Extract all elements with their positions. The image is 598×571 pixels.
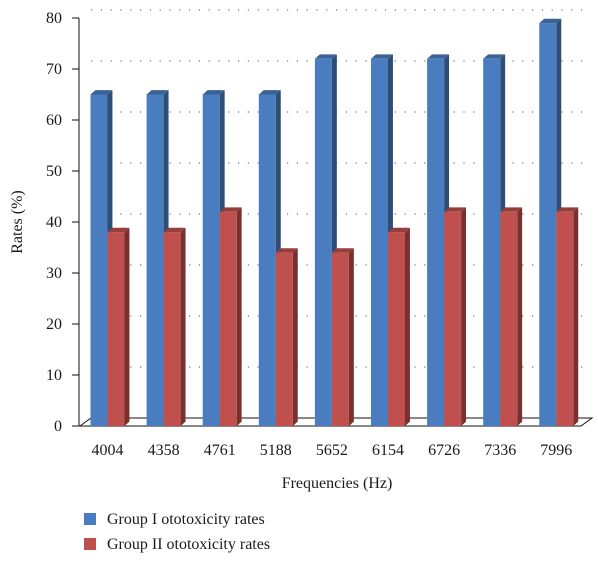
bar-top [556, 207, 579, 212]
bar-top [331, 248, 354, 253]
bar [444, 207, 467, 426]
x-tick-label: 4358 [148, 442, 180, 459]
bar-top [427, 54, 450, 59]
bar-top [483, 54, 506, 59]
legend-label: Group II ototoxicity rates [107, 536, 270, 553]
bar-side [292, 248, 298, 426]
bar-front [444, 211, 462, 426]
bar-top [146, 90, 169, 95]
bar-front [90, 94, 108, 426]
bar-top [314, 54, 337, 59]
x-tick-label: 4004 [92, 442, 124, 459]
x-tick-label: 6726 [428, 442, 460, 459]
y-tick-label: 40 [46, 214, 62, 231]
bar-front [314, 58, 332, 427]
bar-front [146, 94, 164, 426]
bar-top [90, 90, 113, 95]
bar [107, 227, 130, 426]
y-tick-labels: 0 10 20 30 40 50 60 70 80 [46, 10, 80, 435]
bar-top [258, 90, 281, 95]
legend-item: Group II ototoxicity rates [84, 536, 270, 553]
x-axis-title: Frequencies (Hz) [282, 475, 393, 492]
bar-top [202, 90, 225, 95]
x-tick-label: 6154 [372, 442, 404, 459]
bar [275, 248, 298, 426]
y-tick-label: 20 [46, 316, 62, 333]
bar-side [573, 207, 579, 426]
bar-front [163, 232, 181, 426]
legend-swatch [84, 538, 96, 550]
x-tick-label: 5188 [260, 442, 292, 459]
bar-front [556, 211, 574, 426]
bar-side [348, 248, 354, 426]
bar-front [202, 94, 220, 426]
legend-item: Group I ototoxicity rates [84, 511, 265, 528]
bar-top [444, 207, 467, 212]
bar-front [388, 232, 405, 426]
legend: Group I ototoxicity rates Group II ototox… [84, 511, 270, 553]
y-tick-label: 10 [46, 367, 62, 384]
y-axis-title: Rates (%) [9, 190, 26, 254]
bar [556, 207, 579, 426]
x-tick-label: 7996 [540, 442, 572, 459]
legend-label: Group I ototoxicity rates [107, 511, 265, 528]
x-tick-label: 5652 [316, 442, 348, 459]
bar-side [236, 207, 242, 426]
bar-front [539, 23, 557, 426]
y-tick-label: 70 [46, 61, 62, 78]
bar-front [107, 232, 125, 426]
y-tick-label: 50 [46, 163, 62, 180]
bars [90, 18, 579, 427]
bar-top [163, 227, 186, 233]
x-tick-label: 4761 [204, 442, 236, 459]
bar-top [219, 207, 242, 212]
bar-top [500, 207, 523, 212]
bar-side [461, 207, 467, 426]
bar [219, 207, 242, 426]
bar-front [483, 58, 501, 427]
bar-front [427, 58, 445, 427]
bar-top [371, 54, 393, 59]
bar-front [219, 211, 237, 426]
bar [388, 227, 410, 426]
bar-top [539, 18, 562, 24]
bar-front [275, 252, 293, 426]
bar-side [405, 227, 410, 426]
bar [163, 227, 186, 426]
y-tick-label: 80 [46, 10, 62, 27]
bar-top [275, 248, 298, 253]
y-tick-label: 60 [46, 112, 62, 129]
bar [331, 248, 354, 426]
y-tick-label: 30 [46, 265, 62, 282]
bar-top [388, 227, 410, 233]
bar-front [500, 211, 518, 426]
bar-front [371, 58, 388, 427]
bar-side [180, 227, 186, 426]
bar-side [517, 207, 523, 426]
y-tick-label: 0 [54, 418, 62, 435]
x-tick-label: 7336 [484, 442, 516, 459]
bar-front [258, 94, 276, 426]
bar-top [107, 227, 130, 233]
legend-swatch [84, 513, 96, 525]
bar-side [124, 227, 130, 426]
x-tick-labels: 4004 4358 4761 5188 5652 6154 6726 7336 7996 [92, 442, 573, 459]
bar [500, 207, 523, 426]
bar-front [331, 252, 349, 426]
